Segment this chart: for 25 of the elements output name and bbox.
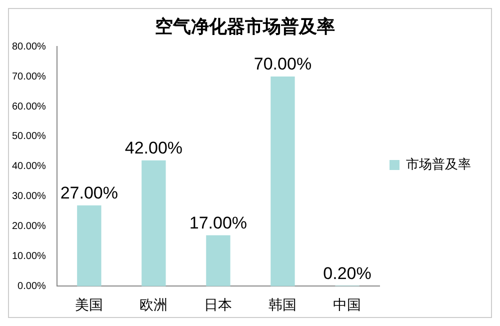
y-tick-label: 20.00%: [12, 221, 46, 232]
bar: [142, 160, 166, 286]
y-tick-label: 60.00%: [12, 101, 46, 112]
y-tick-label: 70.00%: [12, 71, 46, 82]
legend-label: 市场普及率: [406, 156, 471, 172]
y-tick-label: 10.00%: [12, 251, 46, 262]
y-tick-label: 80.00%: [12, 41, 46, 52]
bar: [77, 205, 102, 286]
data-label: 17.00%: [189, 213, 248, 232]
bar: [206, 235, 230, 286]
y-tick-label: 50.00%: [12, 131, 46, 142]
data-label: 42.00%: [124, 138, 183, 158]
x-tick-label: 日本: [204, 296, 232, 312]
data-label: 70.00%: [254, 54, 312, 74]
data-label: 0.20%: [323, 264, 372, 283]
y-tick-label: 40.00%: [12, 161, 46, 172]
chart-title: 空气净化器市场普及率: [155, 16, 335, 38]
x-tick-label: 欧洲: [140, 296, 168, 312]
data-label: 27.00%: [60, 184, 118, 203]
y-tick-label: 30.00%: [12, 191, 46, 202]
x-tick-label: 美国: [75, 296, 104, 312]
y-tick-label: 0.00%: [18, 280, 46, 292]
bar: [270, 76, 295, 286]
x-tick-label: 韩国: [268, 296, 297, 312]
x-tick-label: 中国: [333, 296, 362, 312]
